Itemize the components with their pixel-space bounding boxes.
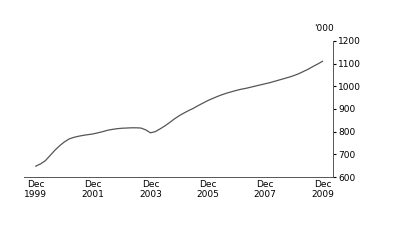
Text: '000: '000 xyxy=(314,24,333,33)
